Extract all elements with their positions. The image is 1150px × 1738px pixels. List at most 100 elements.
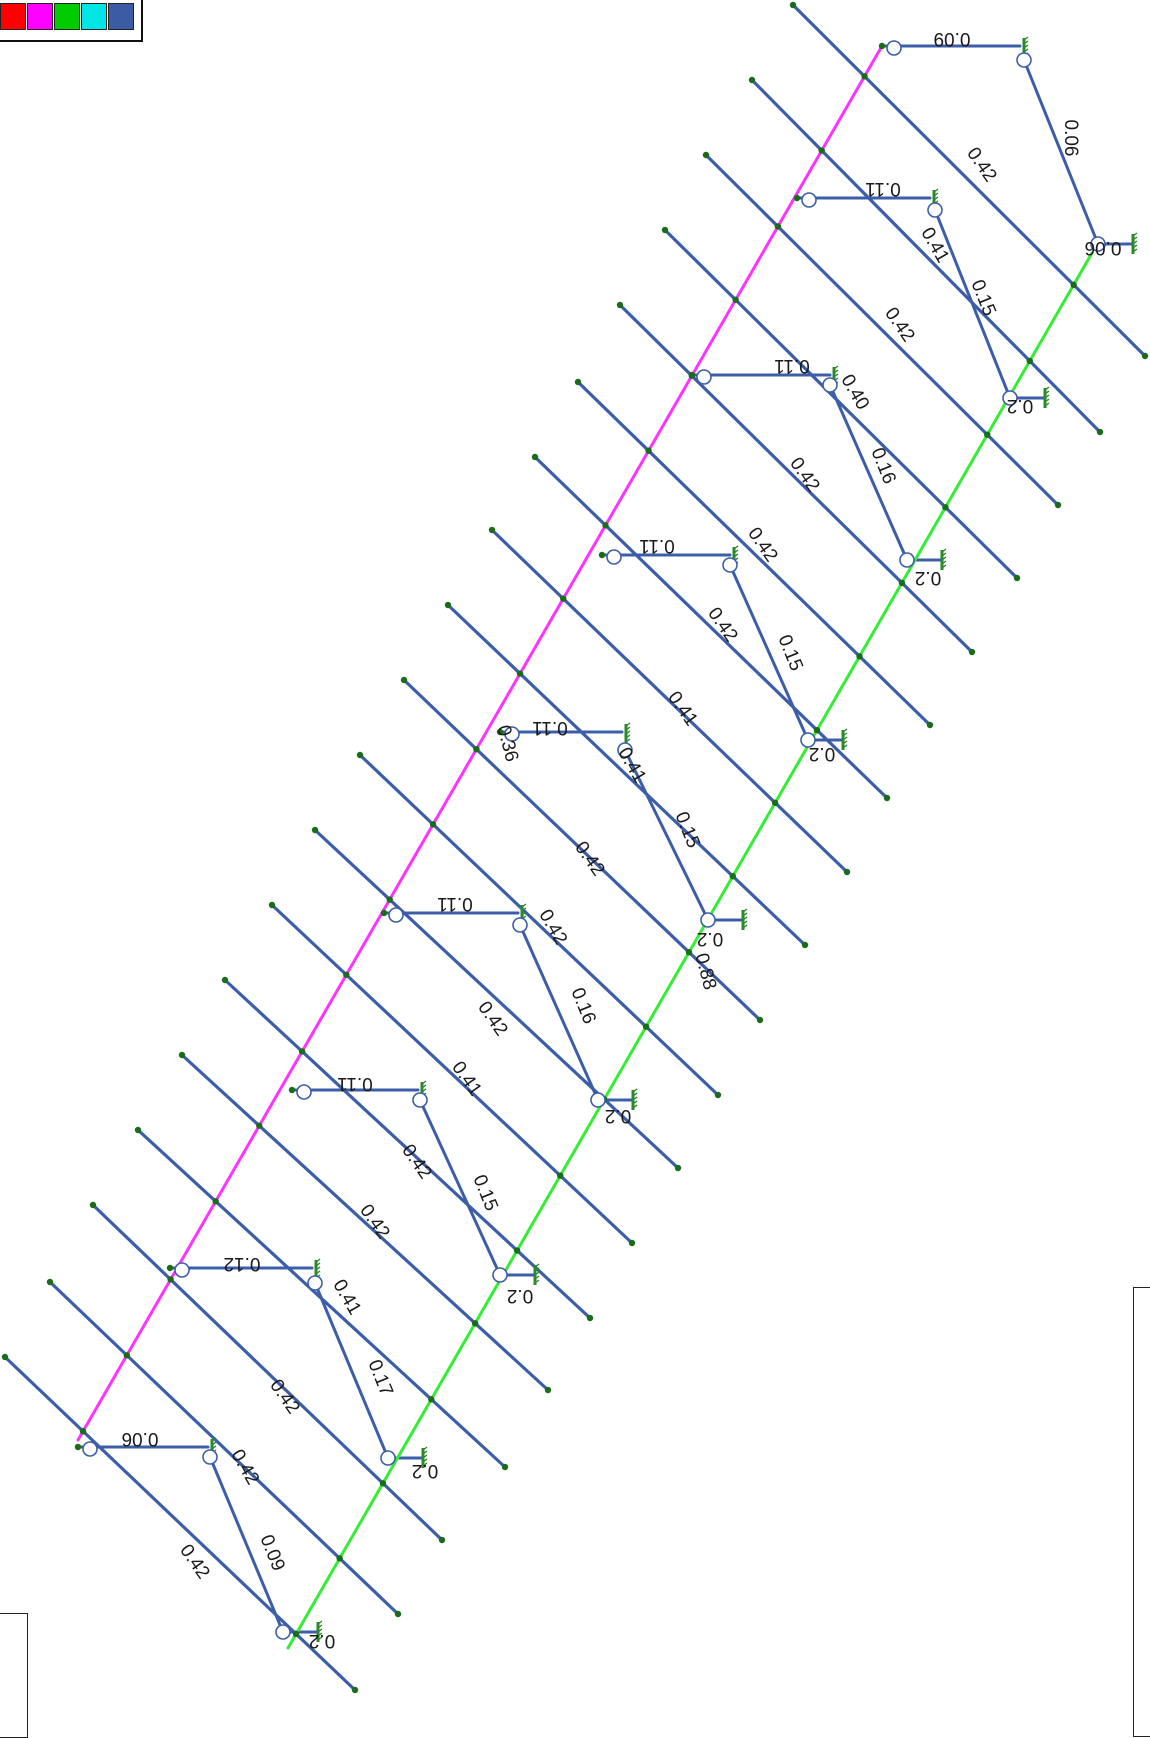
legend-swatch-blue [108,3,134,30]
support-hatch [1132,244,1138,249]
node-dot [473,745,480,753]
member-force-label: 0.41 [663,688,701,730]
member-force-label: 0.2 [697,928,723,949]
node-dot [602,522,609,529]
node-dot [714,1091,722,1099]
support-hatch [933,192,939,197]
node-dot [984,431,991,438]
node-dot [774,223,782,230]
node-dot [883,794,891,802]
node-dot [878,42,886,50]
node-dot [793,194,801,202]
member-force-label: 0.09 [934,28,971,49]
hinge-circle [886,40,902,56]
hinge-circle [174,1262,190,1278]
support-hatch [1023,48,1029,53]
labels-layer: 0.09 0.42 0.06 0.06 0.11 0.41 0.15 0.42 0.2 0.11 0… [122,28,1122,1651]
web-diagonal [208,1455,285,1634]
support-hatch [521,911,527,916]
node-dot [488,526,496,534]
node-dot [861,73,868,80]
support-hatch [534,1271,540,1276]
node-dot [79,1428,87,1435]
web-diagonal [728,563,810,742]
support-hatch [422,1462,428,1467]
hinge-circle [722,557,738,573]
support-hatch [211,1445,217,1450]
diagonal-rung [490,528,849,874]
hinge-circle [801,192,817,208]
hinge-circle [606,549,622,565]
support-hatch [742,916,748,921]
node-dot [379,1480,387,1487]
node-dot [336,1555,343,1562]
left-panel-frame [0,1613,28,1738]
hinge-circle [275,1624,291,1640]
hinge-circle [700,912,716,928]
node-dot [351,1686,359,1694]
node-dot [343,971,350,978]
fixed-support-symbol [533,1263,540,1285]
hinge-circle [696,369,712,385]
member-force-label: 0.42 [473,998,511,1040]
node-dot [516,670,524,677]
diagonal-rung [180,1053,550,1392]
member-force-label: 0.12 [224,1253,261,1274]
support-hatch [632,1104,638,1109]
supports-layer [210,36,1138,1642]
diagonal-rung [313,828,680,1170]
support-hatch [941,560,947,565]
support-hatch [317,1628,323,1633]
diagonal-rung [750,78,1102,434]
hinge-circle [82,1441,98,1457]
support-hatch [733,545,739,550]
support-hatch [422,1450,428,1455]
fixed-support-symbol [1131,232,1138,254]
node-dot [1070,281,1077,289]
member-force-label: 0.41 [916,224,953,267]
legend-swatch-red [0,3,26,30]
support-hatch [1132,248,1138,253]
member-force-label: 0.42 [265,1376,303,1418]
node-dot [598,551,606,559]
support-hatch [521,907,527,912]
node-dot [756,1016,764,1024]
hinge-circle [307,1275,323,1291]
fixed-support-symbol [631,1088,638,1110]
web-diagonal [623,748,710,922]
fixed-support-symbol [841,728,848,750]
node-dot [123,1352,131,1359]
node-dot [380,909,388,917]
fixed-support-symbol [1043,386,1050,408]
diagonal-rung [446,603,807,947]
support-hatch [625,738,631,743]
member-force-label: 0.15 [773,632,806,674]
diagonal-rung [576,380,932,727]
support-hatch [941,556,947,561]
support-hatch [842,728,848,733]
hinge-circle [590,1092,606,1108]
hinge-circle [296,1084,312,1100]
support-hatch [534,1275,540,1280]
node-dot [429,821,437,828]
fixed-support-symbol [316,1620,323,1642]
support-hatch [833,365,839,370]
node-dot [1013,574,1021,582]
node-dot [1141,352,1149,360]
member-force-label: 0.2 [412,1460,438,1481]
diagonal-rung [704,153,1060,507]
member-force-label: 0.15 [468,1172,501,1214]
node-dot [645,447,652,454]
node-dot [1054,501,1062,509]
node-dot [288,1086,296,1094]
hinge-circle [202,1449,218,1465]
support-hatch [315,1266,321,1271]
support-hatch [632,1096,638,1101]
node-dot [394,1610,402,1618]
member-force-label: 0.41 [447,1058,485,1100]
node-dot [856,653,863,660]
support-hatch [317,1624,323,1629]
support-hatch [842,736,848,741]
